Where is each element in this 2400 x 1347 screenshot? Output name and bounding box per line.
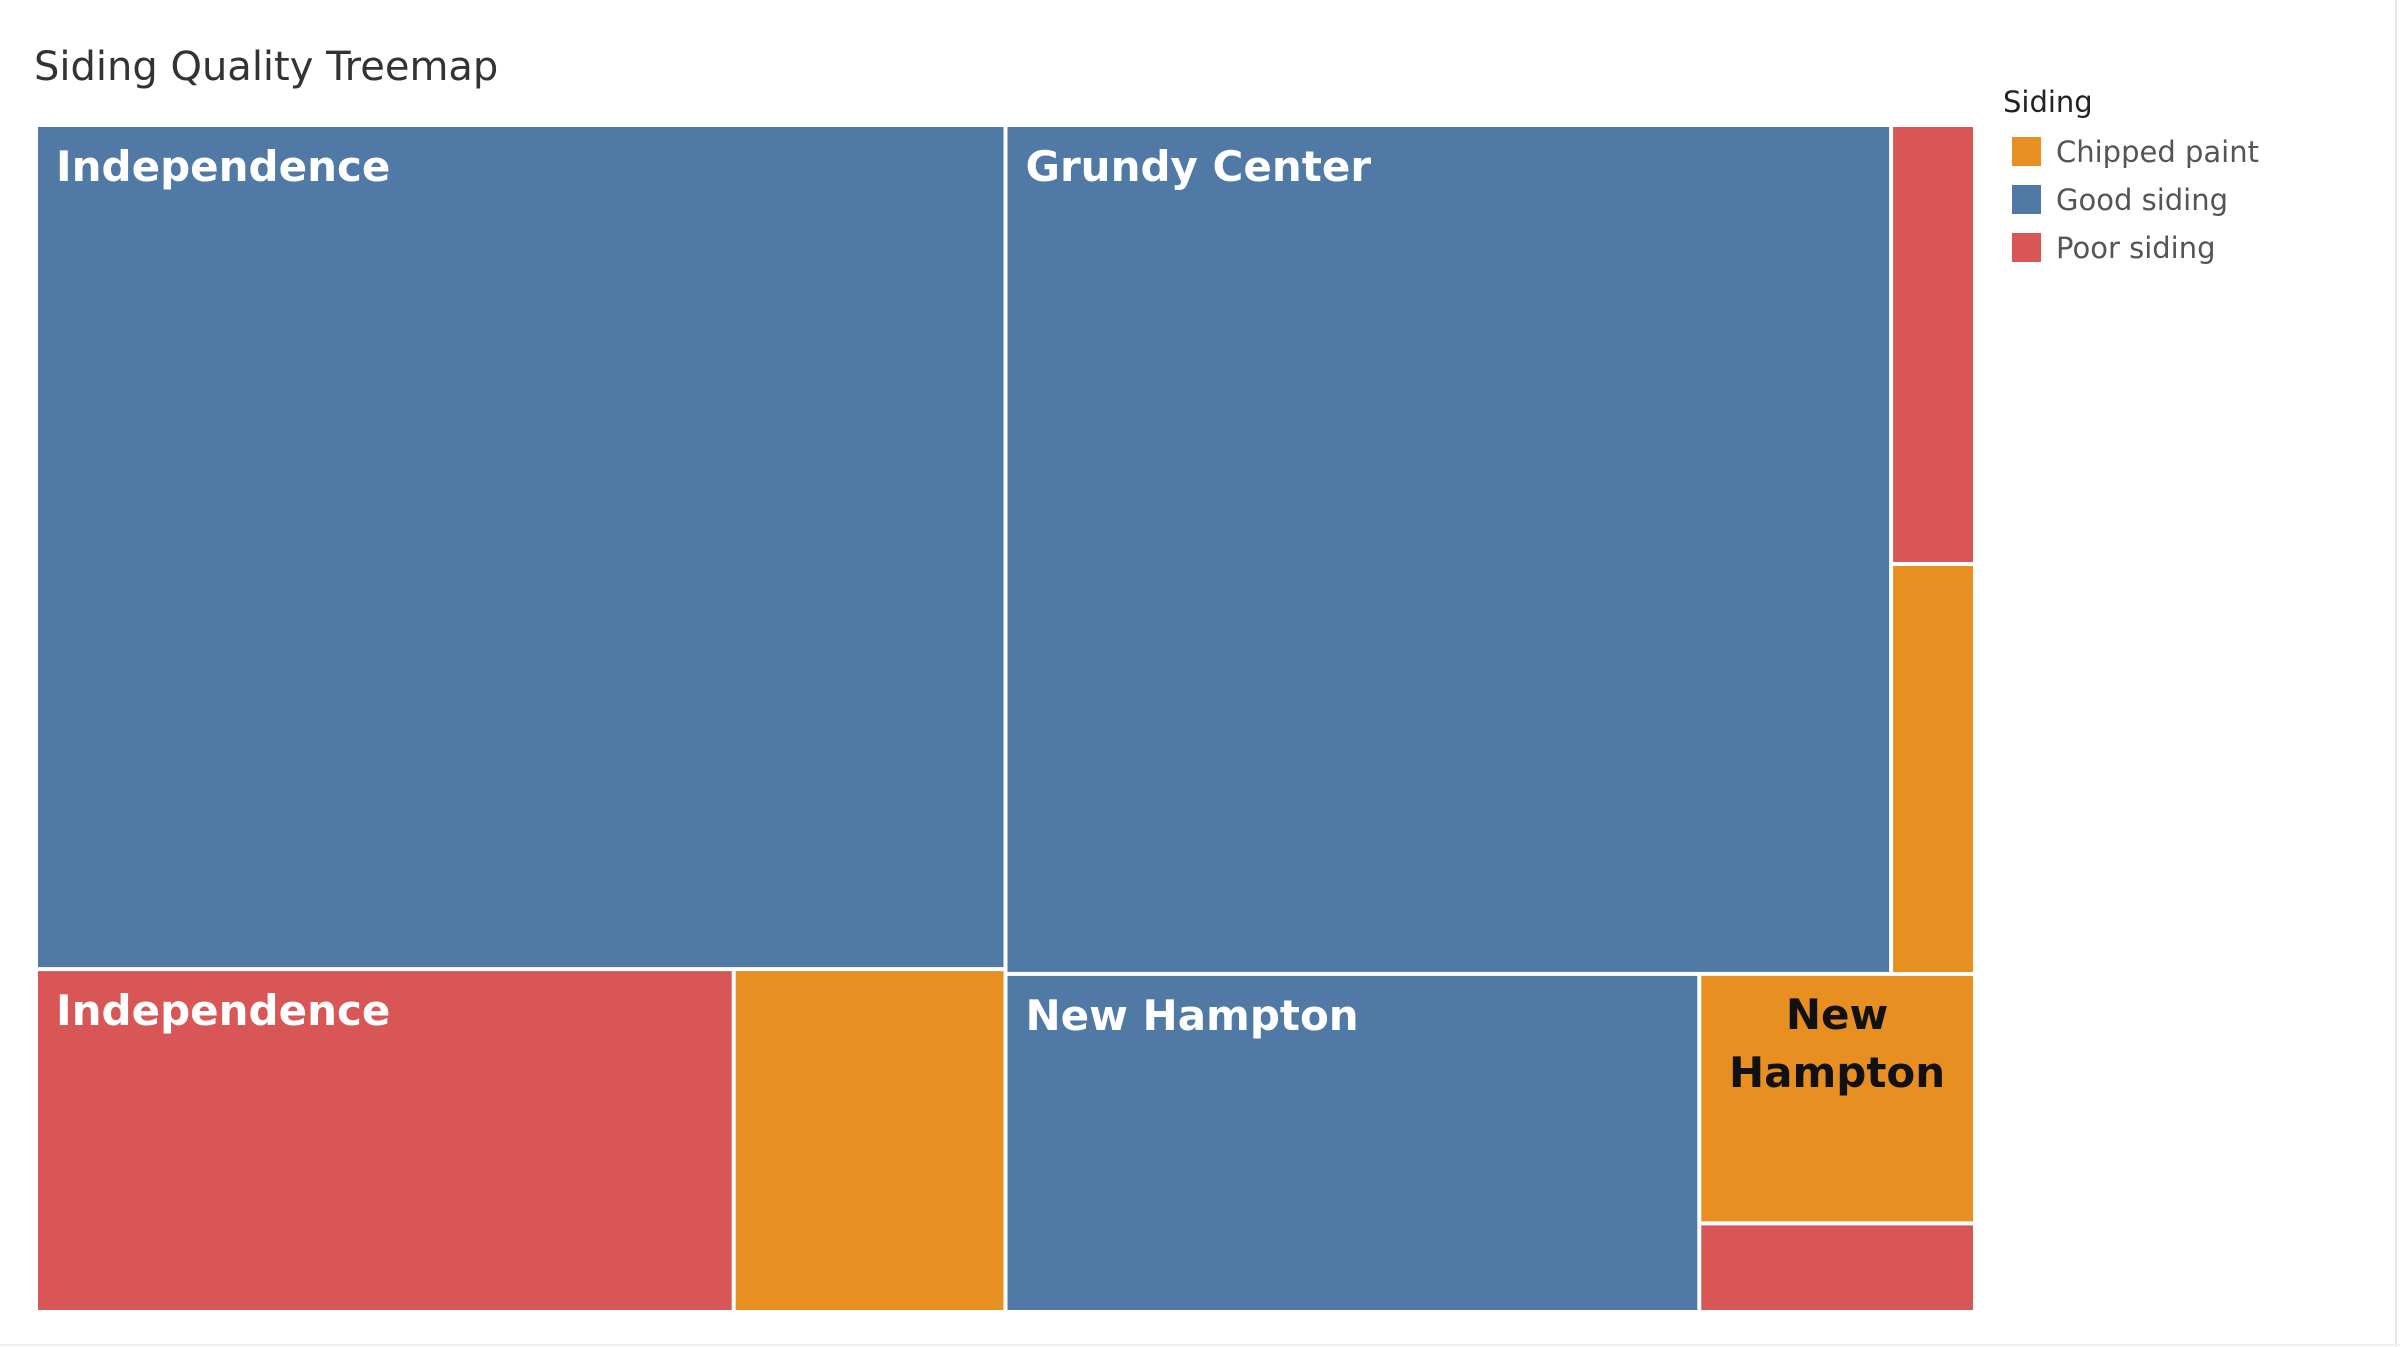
treemap-tile[interactable] (735, 971, 1004, 1310)
legend-swatch[interactable] (2012, 137, 2041, 166)
tile-label: Grundy Center (1026, 142, 1372, 191)
chart-title: Siding Quality Treemap (34, 44, 498, 90)
legend-label[interactable]: Good siding (2056, 183, 2228, 217)
treemap-tile[interactable] (38, 971, 732, 1310)
legend-label[interactable]: Poor siding (2056, 231, 2216, 265)
tile-label: New Hampton (1729, 990, 1945, 1097)
treemap-tiles: Independence Independence Grundy Center New… (38, 127, 1973, 1310)
treemap-tile[interactable] (1893, 566, 1973, 972)
legend-label[interactable]: Chipped paint (2056, 135, 2259, 169)
treemap-tile[interactable] (38, 127, 1004, 968)
legend-swatch[interactable] (2012, 185, 2041, 214)
legend-swatch[interactable] (2012, 233, 2041, 262)
treemap-tile[interactable] (1007, 127, 1890, 972)
tile-label: Independence (56, 142, 390, 191)
treemap-tile[interactable] (1701, 1225, 1973, 1310)
tile-label: New Hampton (1026, 991, 1359, 1040)
treemap-tile[interactable] (1893, 127, 1973, 562)
legend-items: Chipped paint Good siding Poor siding (2012, 135, 2259, 265)
tile-label: Independence (56, 986, 390, 1035)
treemap-tile[interactable] (1701, 975, 1973, 1222)
legend[interactable]: Siding Chipped paint Good siding Poor sidi… (2003, 85, 2259, 265)
legend-title: Siding (2003, 85, 2093, 119)
treemap-tile[interactable] (1007, 975, 1698, 1310)
